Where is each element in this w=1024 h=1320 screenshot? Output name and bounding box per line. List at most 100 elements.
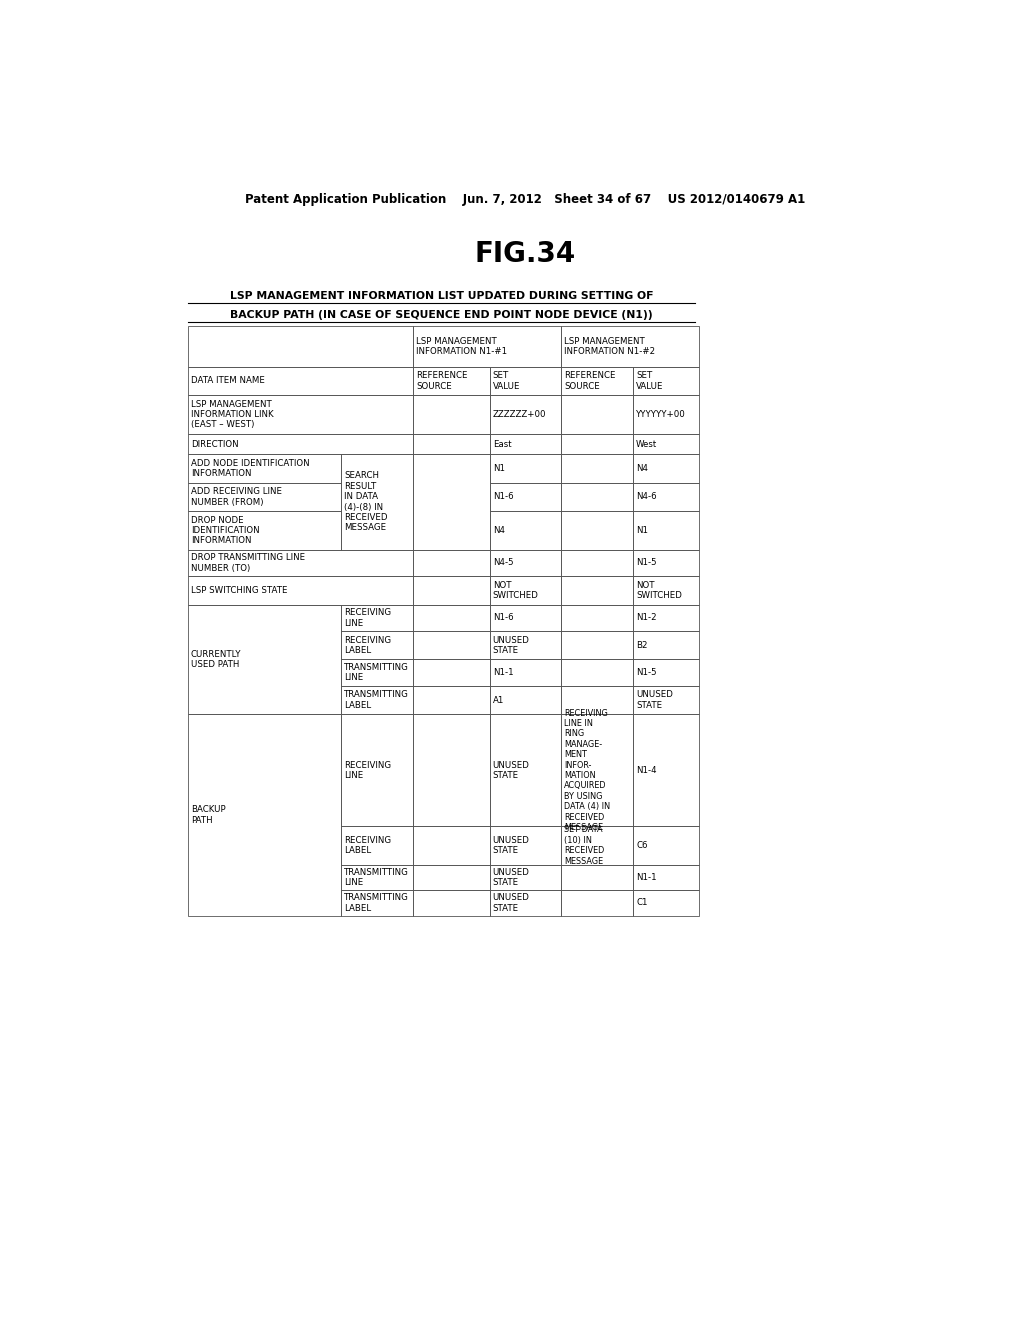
Text: N1-5: N1-5 [636,558,656,568]
Bar [489,826,561,865]
Bar [633,434,699,454]
Text: UNUSED
STATE: UNUSED STATE [493,760,529,780]
Text: A1: A1 [493,696,504,705]
Bar [413,454,489,549]
Bar [561,890,633,916]
Bar [489,395,561,434]
Bar [561,511,633,549]
Text: N1-1: N1-1 [493,668,513,677]
Bar [341,826,413,865]
Bar [633,576,699,605]
Bar [633,826,699,865]
Text: C6: C6 [636,841,647,850]
Bar [187,714,341,916]
Text: N1: N1 [636,525,648,535]
Bar [561,826,633,865]
Bar [633,549,699,576]
Text: N1-6: N1-6 [493,492,513,502]
Bar [489,576,561,605]
Text: RECEIVING
LINE: RECEIVING LINE [344,609,391,627]
Text: C1: C1 [636,899,647,907]
Text: ADD NODE IDENTIFICATION
INFORMATION: ADD NODE IDENTIFICATION INFORMATION [190,459,309,478]
Bar [489,483,561,511]
Text: NOT
SWITCHED: NOT SWITCHED [636,581,682,601]
Bar [561,326,699,367]
Bar [561,605,633,631]
Bar [187,549,413,576]
Bar [489,454,561,483]
Bar [633,454,699,483]
Bar [489,434,561,454]
Text: East: East [493,440,511,449]
Text: DROP TRANSMITTING LINE
NUMBER (TO): DROP TRANSMITTING LINE NUMBER (TO) [190,553,305,573]
Text: DIRECTION: DIRECTION [190,440,239,449]
Text: TRANSMITTING
LINE: TRANSMITTING LINE [344,867,410,887]
Text: DROP NODE
IDENTIFICATION
INFORMATION: DROP NODE IDENTIFICATION INFORMATION [190,516,259,545]
Bar [561,549,633,576]
Bar [633,865,699,890]
Bar [413,395,489,434]
Text: SET
VALUE: SET VALUE [636,371,664,391]
Text: FIG.34: FIG.34 [474,240,575,268]
Bar [413,826,489,865]
Text: UNUSED
STATE: UNUSED STATE [493,836,529,855]
Text: N4-6: N4-6 [636,492,656,502]
Bar [489,890,561,916]
Text: N1-6: N1-6 [493,614,513,622]
Bar [413,367,489,395]
Bar [633,660,699,686]
Bar [413,890,489,916]
Bar [561,631,633,660]
Text: CURRENTLY
USED PATH: CURRENTLY USED PATH [190,649,242,669]
Bar [633,395,699,434]
Bar [561,367,633,395]
Text: TRANSMITTING
LABEL: TRANSMITTING LABEL [344,894,410,912]
Text: N4: N4 [636,463,648,473]
Bar [489,686,561,714]
Bar [187,434,413,454]
Bar [341,631,413,660]
Text: REFERENCE
SOURCE: REFERENCE SOURCE [564,371,615,391]
Bar [633,511,699,549]
Text: TRANSMITTING
LINE: TRANSMITTING LINE [344,663,410,682]
Text: N1-1: N1-1 [636,873,656,882]
Bar [489,631,561,660]
Bar [489,549,561,576]
Text: UNUSED
STATE: UNUSED STATE [636,690,673,710]
Bar [341,890,413,916]
Bar [187,511,341,549]
Text: B2: B2 [636,640,647,649]
Text: Patent Application Publication    Jun. 7, 2012   Sheet 34 of 67    US 2012/01406: Patent Application Publication Jun. 7, 2… [245,193,805,206]
Text: N1-2: N1-2 [636,614,656,622]
Bar [561,434,633,454]
Bar [413,714,489,826]
Bar [633,714,699,826]
Text: SET
VALUE: SET VALUE [493,371,520,391]
Bar [187,576,413,605]
Text: REFERENCE
SOURCE: REFERENCE SOURCE [416,371,467,391]
Bar [187,483,341,511]
Text: West: West [636,440,657,449]
Bar [187,454,341,483]
Text: N1-5: N1-5 [636,668,656,677]
Text: ZZZZZZ+00: ZZZZZZ+00 [493,411,546,418]
Bar [187,395,413,434]
Bar [341,605,413,631]
Text: SET DATA
(10) IN
RECEIVED
MESSAGE: SET DATA (10) IN RECEIVED MESSAGE [564,825,604,866]
Bar [413,549,489,576]
Text: NOT
SWITCHED: NOT SWITCHED [493,581,539,601]
Bar [341,454,413,549]
Bar [561,714,633,826]
Bar [633,367,699,395]
Bar [633,686,699,714]
Bar [561,660,633,686]
Bar [561,576,633,605]
Text: YYYYYY+00: YYYYYY+00 [636,411,686,418]
Text: BACKUP PATH (IN CASE OF SEQUENCE END POINT NODE DEVICE (N1)): BACKUP PATH (IN CASE OF SEQUENCE END POI… [230,310,652,319]
Text: UNUSED
STATE: UNUSED STATE [493,894,529,912]
Bar [187,367,413,395]
Bar [341,714,413,826]
Text: LSP MANAGEMENT
INFORMATION N1-#2: LSP MANAGEMENT INFORMATION N1-#2 [564,337,655,356]
Bar [633,631,699,660]
Bar [489,367,561,395]
